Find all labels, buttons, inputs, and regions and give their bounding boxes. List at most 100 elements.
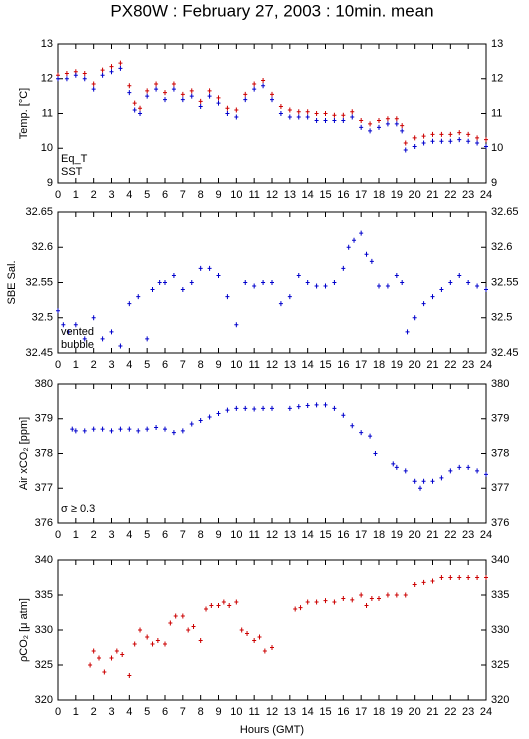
data-point (154, 86, 159, 92)
y-tick-label-right: 32.5 (491, 312, 512, 324)
data-point (234, 114, 239, 120)
data-point (252, 86, 257, 92)
legend-label: Eq_T (61, 153, 88, 165)
data-point (243, 97, 248, 103)
data-point (168, 620, 173, 626)
data-point (368, 128, 373, 134)
x-tick-label: 7 (180, 529, 186, 541)
x-tick-label: 6 (162, 529, 168, 541)
data-point (391, 461, 396, 467)
data-point (109, 329, 114, 335)
data-point (323, 117, 328, 123)
x-tick-label: 21 (426, 359, 438, 371)
data-point (221, 599, 226, 605)
data-point (448, 575, 453, 580)
y-axis-label: SBE Sal. (6, 260, 18, 304)
data-point (448, 280, 453, 285)
data-point (439, 131, 444, 137)
data-point (394, 464, 399, 470)
data-point (171, 272, 176, 278)
data-point (109, 655, 114, 661)
data-point (332, 599, 337, 605)
data-point (180, 91, 185, 97)
data-point (109, 428, 114, 434)
data-point (261, 83, 266, 89)
data-point (394, 592, 399, 598)
data-point (475, 468, 480, 474)
y-tick-label-right: 380 (491, 378, 509, 390)
data-point (377, 596, 381, 601)
x-tick-label: 5 (144, 189, 150, 201)
y-tick-label-right: 32.55 (491, 276, 519, 288)
data-point (261, 280, 266, 285)
data-point (227, 603, 232, 608)
data-point (323, 402, 328, 408)
data-point (484, 144, 488, 150)
x-tick-label: 15 (319, 529, 331, 541)
data-point (145, 426, 150, 432)
data-point (484, 137, 488, 143)
y-tick-label: 32.65 (25, 206, 53, 218)
data-point (359, 430, 364, 436)
data-point (145, 336, 150, 342)
data-point (252, 81, 257, 87)
data-point (368, 433, 373, 439)
data-point (198, 98, 203, 104)
data-point (88, 662, 93, 668)
x-tick-label: 18 (373, 189, 385, 201)
y-tick-label-right: 335 (491, 589, 509, 601)
data-point (225, 105, 230, 111)
data-point (430, 478, 435, 484)
data-point (207, 88, 212, 94)
data-point (421, 140, 426, 146)
x-tick-label: 24 (480, 189, 492, 201)
x-tick-label: 8 (198, 359, 204, 371)
x-tick-label: 24 (480, 359, 492, 371)
data-point (163, 426, 167, 432)
x-tick-label: 7 (180, 706, 186, 718)
data-point (350, 423, 355, 429)
x-tick-label: 8 (198, 529, 204, 541)
y-tick-label-right: 378 (491, 447, 509, 459)
data-point (305, 403, 310, 409)
data-point (323, 111, 328, 116)
data-point (385, 592, 390, 598)
x-tick-label: 4 (126, 529, 132, 541)
data-point (332, 280, 337, 285)
x-tick-label: 18 (373, 529, 385, 541)
data-point (243, 280, 248, 285)
x-tick-label: 10 (230, 706, 242, 718)
data-point (198, 265, 203, 271)
data-point (132, 107, 137, 113)
x-tick-label: 20 (409, 706, 421, 718)
data-point (204, 606, 209, 612)
data-point (439, 575, 444, 580)
annotation: vented (61, 326, 94, 338)
y-tick-label-right: 320 (491, 694, 509, 706)
data-point (56, 308, 60, 314)
data-point (100, 72, 105, 78)
data-point (364, 251, 369, 257)
x-tick-label: 22 (444, 706, 456, 718)
data-point (430, 131, 435, 137)
x-tick-label: 11 (248, 189, 259, 201)
x-tick-label: 24 (480, 706, 492, 718)
data-point (239, 627, 244, 633)
data-point (305, 109, 310, 115)
data-point (189, 93, 194, 99)
data-point (234, 322, 239, 328)
x-tick-label: 22 (444, 189, 456, 201)
data-point (252, 638, 257, 643)
x-tick-label: 2 (91, 189, 97, 201)
x-tick-label: 3 (108, 189, 114, 201)
x-tick-label: 0 (55, 189, 61, 201)
x-tick-label: 11 (248, 706, 259, 718)
y-tick-label: 13 (41, 38, 53, 50)
y-tick-label: 325 (35, 659, 53, 671)
data-point (225, 407, 230, 413)
y-axis-label: Air xCO₂ [ppm] (18, 417, 30, 490)
x-tick-label: 2 (91, 529, 97, 541)
x-tick-label: 24 (480, 529, 492, 541)
data-point (475, 140, 480, 146)
data-point (293, 606, 298, 612)
